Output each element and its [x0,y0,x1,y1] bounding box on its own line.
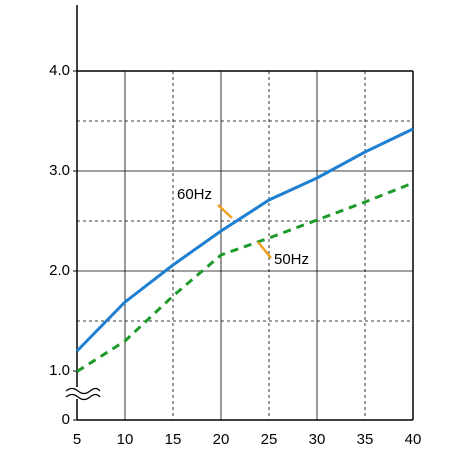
y-tick-label: 1.0 [49,362,70,379]
annotation-leader [217,204,233,219]
x-tick-label: 15 [165,431,182,448]
axis-break [65,387,101,401]
x-tick-label: 40 [405,431,422,448]
y-tick-label: 3.0 [49,162,70,179]
break-mark [65,393,101,401]
series-label: 50Hz [274,251,309,268]
x-tick-label: 5 [73,431,81,448]
y-tick-label: 4.0 [49,62,70,79]
y-tick-label: 0 [62,411,70,428]
break-mark [65,387,101,395]
series-line [76,181,414,373]
series-line [75,127,414,353]
x-tick-label: 25 [261,431,278,448]
x-tick-label: 20 [213,431,230,448]
x-tick-label: 30 [309,431,326,448]
x-tick-label: 10 [117,431,134,448]
x-tick-label: 35 [357,431,374,448]
annotation-leader [257,241,272,259]
y-tick-label: 2.0 [49,262,70,279]
series-label: 60Hz [177,186,212,203]
